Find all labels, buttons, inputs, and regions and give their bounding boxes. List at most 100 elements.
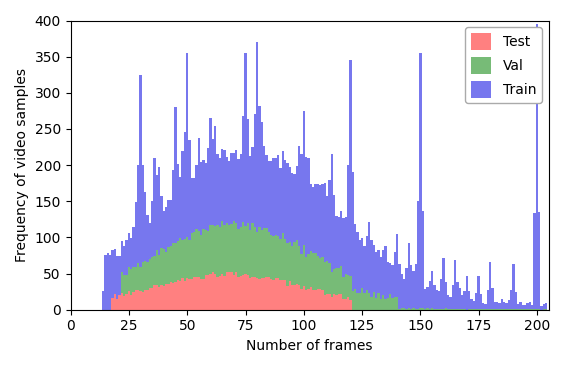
Bar [536,24,538,309]
Bar [298,146,301,245]
Bar [218,158,221,227]
Bar [377,250,380,293]
Bar [424,289,426,309]
Bar [147,262,149,290]
Bar [258,106,261,227]
Bar [321,290,324,310]
Bar [114,249,116,294]
Bar [186,278,188,310]
Bar [268,277,270,310]
Bar [165,252,168,284]
Bar [361,288,363,310]
Bar [363,293,366,310]
Bar [452,309,454,310]
Bar [508,300,510,309]
Bar [331,154,333,272]
Bar [284,280,286,310]
Bar [105,255,107,310]
Bar [345,274,347,299]
Bar [438,309,440,310]
Bar [301,289,303,310]
Bar [245,226,247,274]
Bar [116,299,118,310]
Bar [310,184,312,251]
Bar [256,231,258,278]
Bar [184,240,186,282]
Bar [405,309,408,310]
Bar [321,257,324,290]
Bar [212,139,214,225]
Bar [377,293,380,310]
Bar [112,251,114,297]
Bar [354,289,356,310]
Bar [221,149,224,222]
Bar [366,236,368,290]
Bar [209,118,212,224]
Bar [233,153,235,220]
Bar [331,297,333,310]
Bar [494,302,496,309]
Bar [214,126,216,226]
Bar [261,278,263,310]
Bar [165,284,168,310]
Bar [345,217,347,274]
Bar [291,173,293,246]
Bar [514,292,517,309]
Bar [109,255,112,310]
Bar [279,280,282,310]
Bar [349,300,351,310]
Bar [130,238,132,269]
Bar [307,289,310,310]
Bar [272,158,275,236]
Bar [340,266,342,294]
Bar [226,272,228,310]
Bar [205,163,207,230]
Bar [524,309,526,310]
Bar [452,285,454,309]
Bar [160,196,163,248]
Bar [160,285,163,310]
Bar [193,232,195,277]
Bar [284,239,286,280]
Bar [380,258,382,299]
Bar [384,299,387,310]
Bar [193,277,195,310]
Bar [121,272,123,293]
Bar [237,159,239,229]
Bar [431,271,433,308]
Bar [382,250,384,295]
Bar [457,309,459,310]
Bar [403,308,405,310]
Bar [151,257,153,289]
Bar [149,259,151,289]
Bar [128,267,130,291]
Bar [249,156,251,230]
Bar [139,267,142,291]
Bar [520,302,522,309]
Bar [351,172,354,291]
Bar [295,166,298,240]
Bar [342,299,345,310]
Bar [372,245,375,292]
Bar [337,268,340,294]
Bar [501,309,503,310]
Bar [265,276,268,310]
Bar [212,225,214,272]
Bar [340,294,342,310]
Bar [533,309,536,310]
Bar [282,151,284,233]
Bar [268,161,270,232]
Bar [293,174,295,242]
Bar [144,290,147,310]
Bar [503,302,505,309]
Bar [428,281,431,309]
Bar [179,238,181,281]
Bar [151,201,153,257]
Bar [449,309,452,310]
Bar [200,279,203,310]
Bar [310,251,312,287]
Bar [468,309,470,310]
Bar [531,309,533,310]
Bar [270,235,272,279]
Bar [242,222,245,275]
